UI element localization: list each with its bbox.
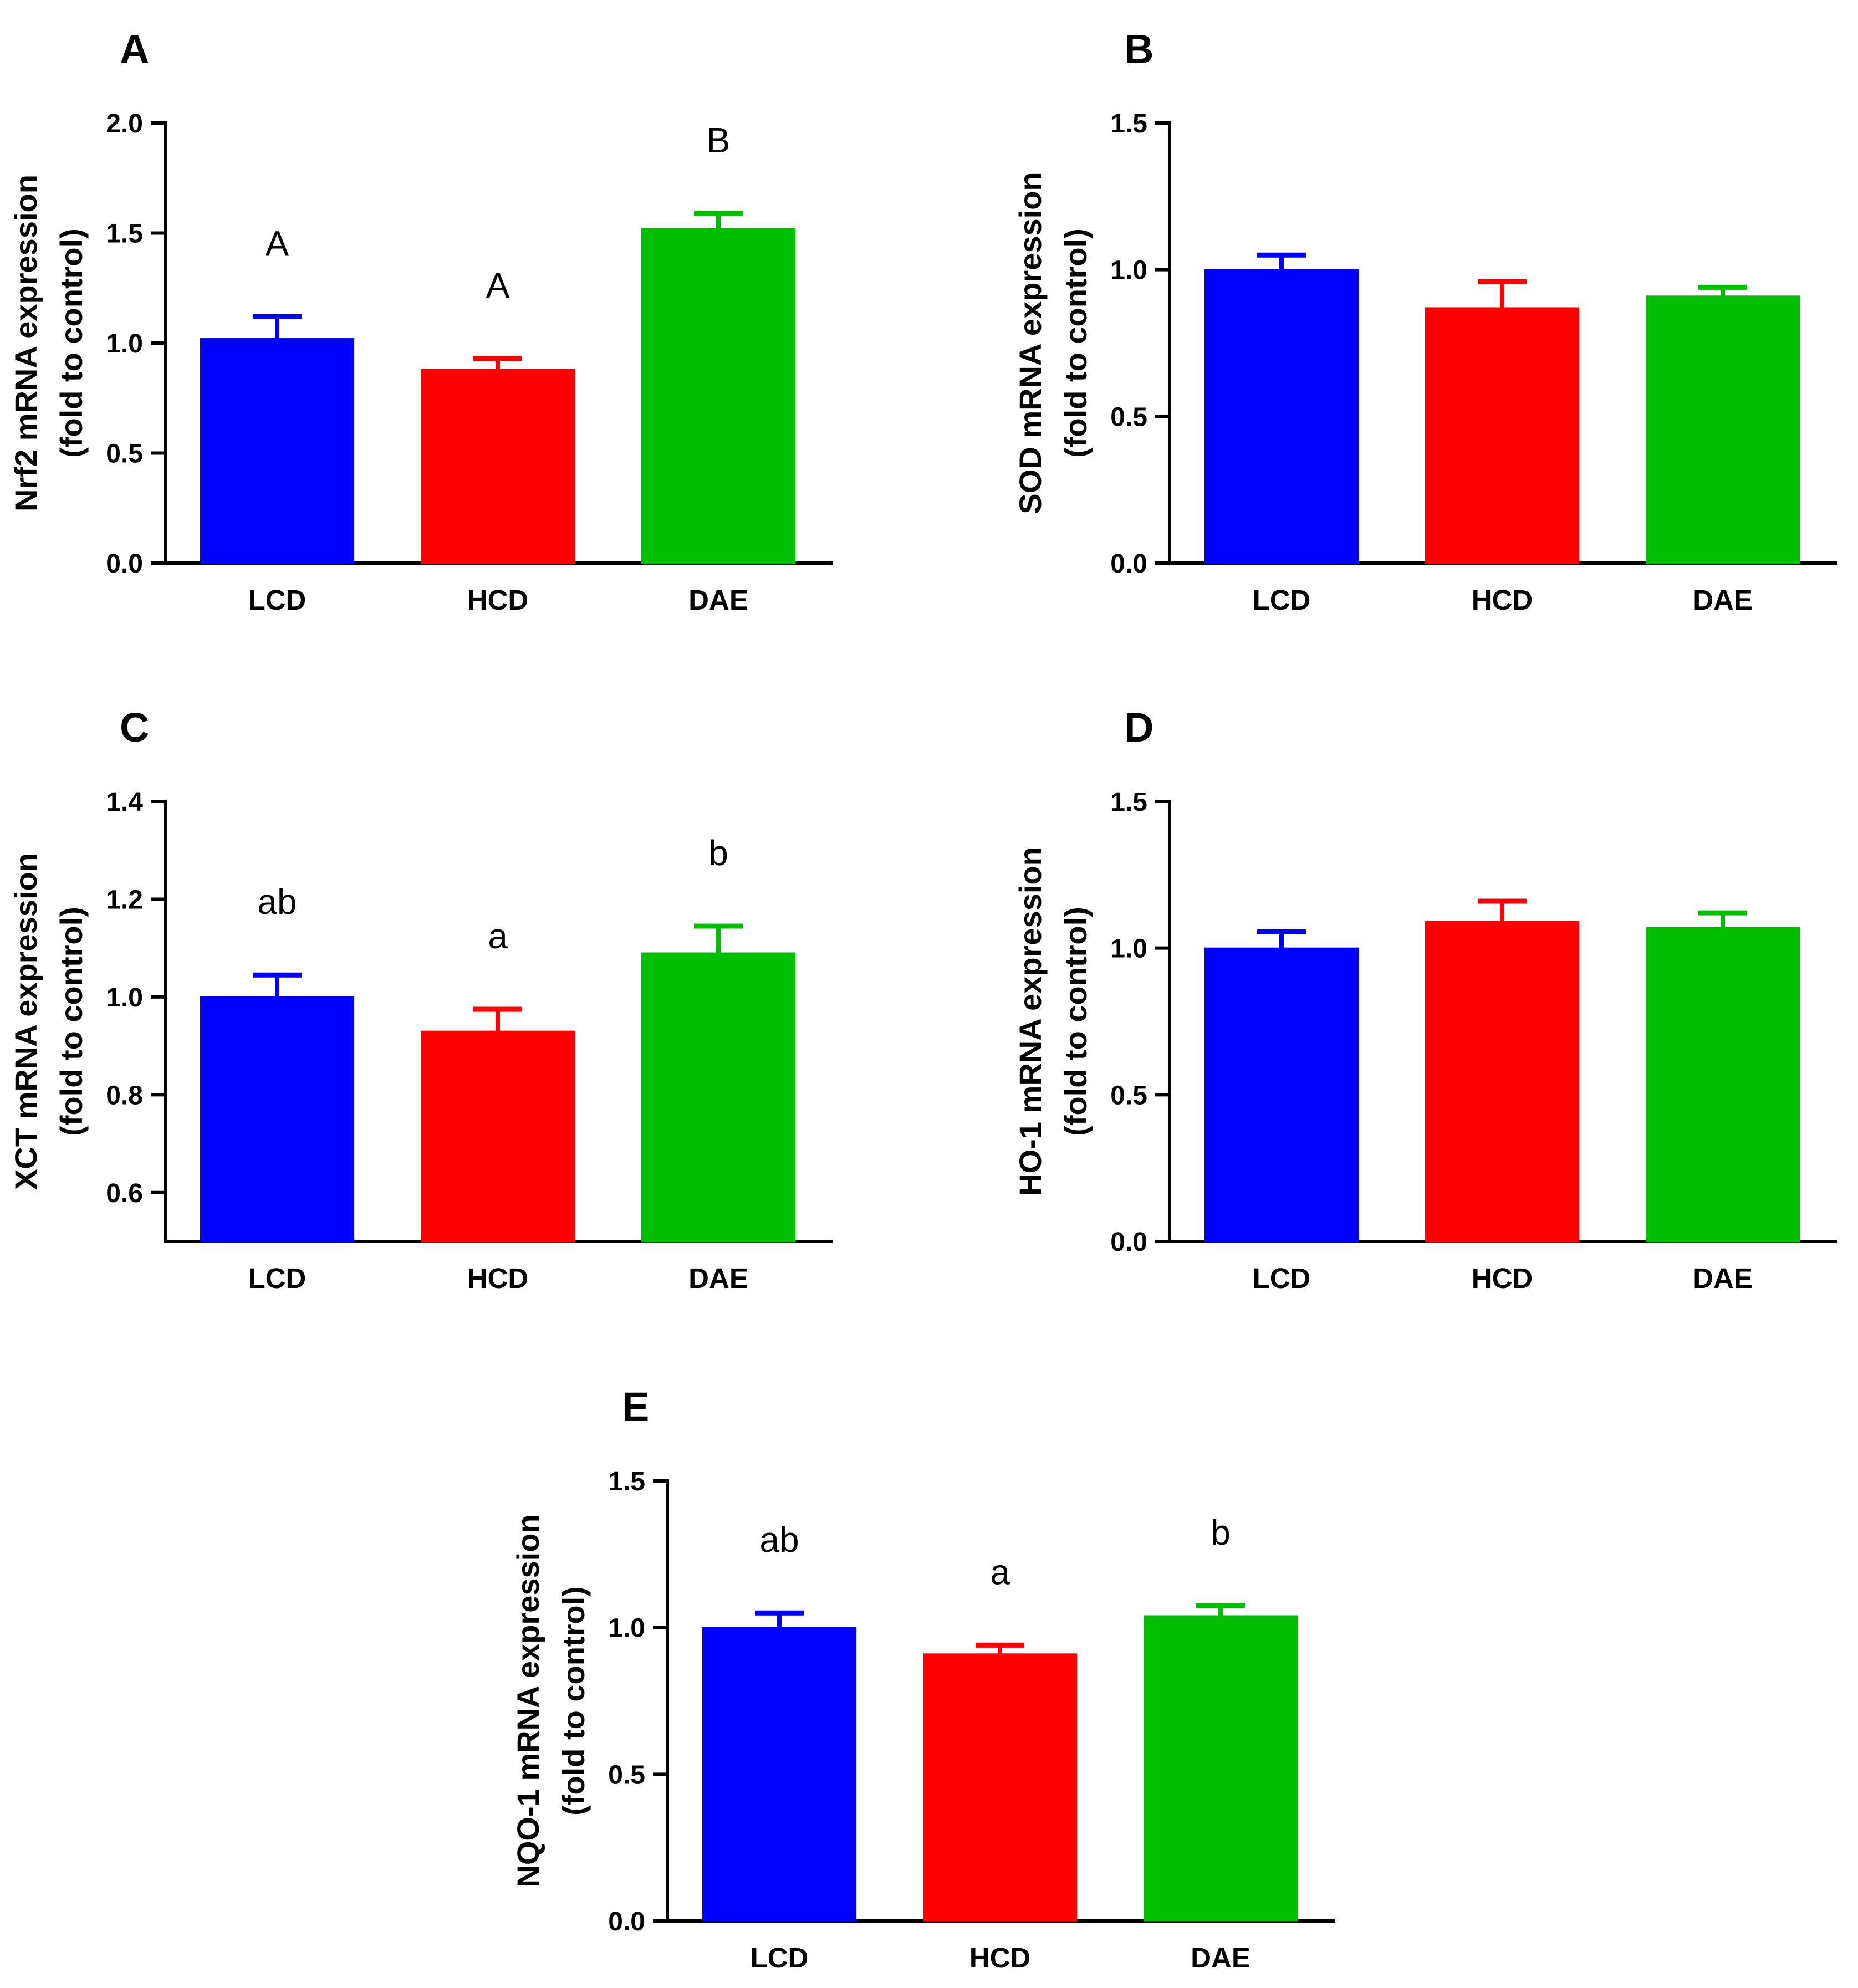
bar-dae <box>1646 295 1800 564</box>
y-tick-label: 1.4 <box>106 788 143 817</box>
significance-letter: ab <box>759 1520 799 1560</box>
x-tick-label: HCD <box>1472 584 1533 616</box>
chart-panel-c: C 0.6 0.8 1.0 1.2 1.4 XCT mRNA expression (fold… <box>8 704 833 1294</box>
y-tick-label: 1.5 <box>1110 109 1147 139</box>
y-tick-label: 0.5 <box>1110 1081 1147 1110</box>
panel-letter: E <box>622 1384 649 1430</box>
bar-dae <box>641 228 795 564</box>
y-tick-label: 0.5 <box>106 439 143 469</box>
x-tick-label: DAE <box>1693 1263 1753 1294</box>
y-tick-label: 1.0 <box>608 1614 645 1643</box>
chart-panel-a: A 0.0 0.5 1.0 1.5 2.0 Nrf2 mRNA expression (fol… <box>8 26 833 616</box>
y-axis-label-sub: (fold to control) <box>54 228 89 458</box>
x-tick-label: DAE <box>1191 1942 1250 1974</box>
x-tick-label: HCD <box>467 1263 529 1294</box>
significance-letter: a <box>990 1552 1010 1592</box>
bar-lcd <box>702 1627 856 1922</box>
x-tick-label: HCD <box>1472 1263 1533 1294</box>
y-tick-label: 1.5 <box>106 219 143 249</box>
y-axis-label: HO-1 mRNA expression <box>1013 847 1048 1196</box>
bar-hcd <box>923 1653 1077 1921</box>
bar-hcd <box>421 369 575 564</box>
significance-letter: ab <box>257 882 297 922</box>
y-tick-label: 0.6 <box>106 1179 143 1208</box>
panel-letter: B <box>1124 26 1153 72</box>
y-tick-label: 1.0 <box>106 329 143 359</box>
x-tick-label: LCD <box>248 1263 307 1294</box>
y-axis-label: Nrf2 mRNA expression <box>8 175 43 512</box>
x-tick-label: DAE <box>1693 584 1753 616</box>
bar-hcd <box>1425 921 1579 1242</box>
chart-panel-e: E 0.0 0.5 1.0 1.5 NQO-1 mRNA expression (fold … <box>511 1384 1335 1974</box>
y-axis-label: SOD mRNA expression <box>1013 172 1048 514</box>
y-axis-label-sub: (fold to control) <box>1058 907 1093 1136</box>
bar-lcd <box>200 996 354 1243</box>
bar-lcd <box>200 338 354 564</box>
x-tick-label: LCD <box>1253 1263 1311 1294</box>
y-tick-label: 1.0 <box>106 983 143 1013</box>
panel-letter: C <box>120 704 149 750</box>
bar-hcd <box>421 1030 575 1242</box>
significance-letter: B <box>707 120 731 160</box>
y-tick-label: 0.5 <box>1110 402 1147 432</box>
y-axis-label-sub: (fold to control) <box>556 1586 591 1816</box>
y-tick-label: 0.0 <box>1110 1228 1147 1257</box>
y-tick-label: 1.5 <box>608 1467 645 1496</box>
panel-letter: D <box>1124 704 1153 750</box>
bar-dae <box>1144 1615 1298 1922</box>
bar-lcd <box>1204 269 1359 564</box>
significance-letter: b <box>1211 1512 1231 1552</box>
significance-letter: a <box>488 916 508 956</box>
panel-letter: A <box>120 26 149 72</box>
x-tick-label: LCD <box>1253 584 1311 616</box>
y-tick-label: 1.0 <box>1110 256 1147 285</box>
x-tick-label: DAE <box>688 1263 748 1294</box>
chart-panel-d: D 0.0 0.5 1.0 1.5 HO-1 mRNA expression (fold t… <box>1013 704 1837 1294</box>
y-axis-label: NQO-1 mRNA expression <box>511 1514 545 1887</box>
y-tick-label: 1.0 <box>1110 934 1147 964</box>
y-tick-label: 0.0 <box>106 549 143 579</box>
y-axis-label: XCT mRNA expression <box>8 853 43 1190</box>
bar-dae <box>641 952 795 1242</box>
x-tick-label: HCD <box>969 1942 1031 1974</box>
significance-letter: A <box>266 223 289 263</box>
x-tick-label: DAE <box>688 584 748 616</box>
chart-panel-b: B 0.0 0.5 1.0 1.5 SOD mRNA expression (fold to… <box>1013 26 1837 616</box>
y-tick-label: 0.5 <box>608 1760 645 1790</box>
bar-hcd <box>1425 307 1579 564</box>
y-tick-label: 0.0 <box>608 1907 645 1936</box>
y-axis-label-sub: (fold to control) <box>54 907 89 1136</box>
x-tick-label: HCD <box>467 584 529 616</box>
significance-letter: A <box>486 265 510 305</box>
x-tick-label: LCD <box>751 1942 809 1974</box>
y-tick-label: 0.0 <box>1110 549 1147 579</box>
significance-letter: b <box>708 833 728 873</box>
y-tick-label: 1.5 <box>1110 788 1147 817</box>
bar-lcd <box>1204 947 1359 1242</box>
y-axis-label-sub: (fold to control) <box>1058 228 1093 458</box>
y-tick-label: 0.8 <box>106 1081 143 1110</box>
y-tick-label: 1.2 <box>106 885 143 914</box>
y-tick-label: 2.0 <box>106 109 143 139</box>
bar-dae <box>1646 927 1800 1242</box>
x-tick-label: LCD <box>248 584 307 616</box>
